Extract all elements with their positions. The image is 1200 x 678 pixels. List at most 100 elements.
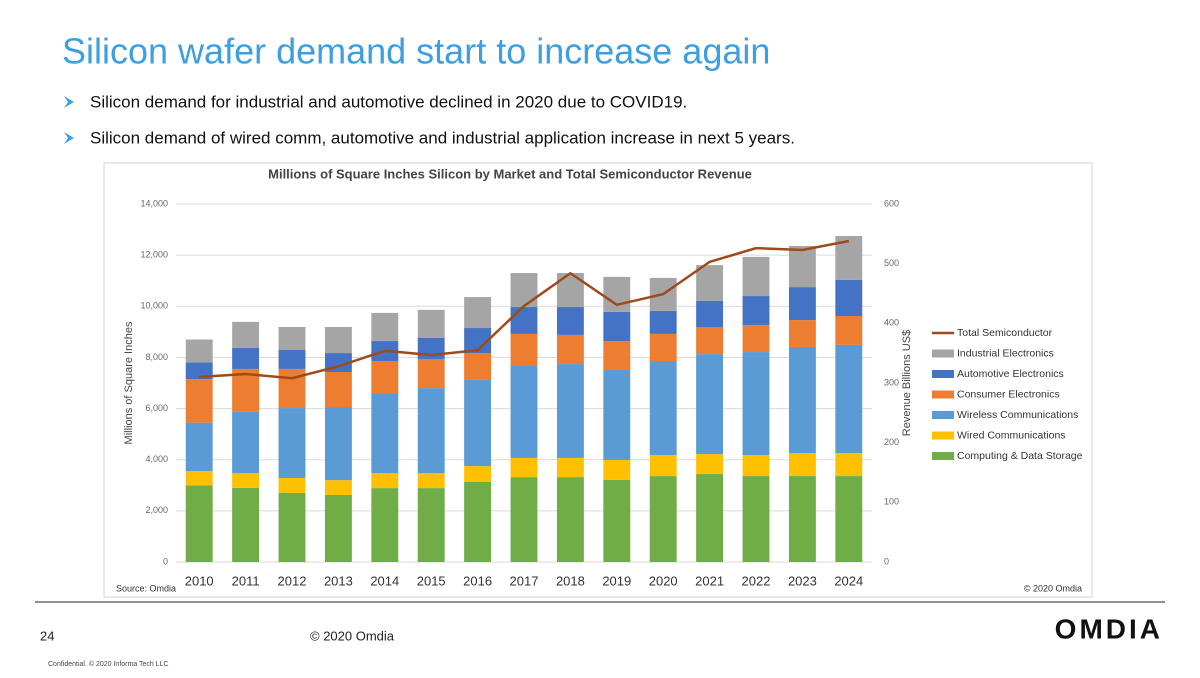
bar-segment	[696, 454, 724, 475]
y-tick-label: 4,000	[145, 454, 168, 464]
bar-segment	[371, 393, 399, 474]
y2-axis-label: Revenue Billions US$	[901, 330, 913, 436]
bar-segment	[185, 485, 213, 562]
bar-segment	[603, 479, 631, 562]
legend-swatch	[932, 411, 954, 419]
legend-label: Computing & Data Storage	[957, 450, 1083, 462]
chart-title: Millions of Square Inches Silicon by Mar…	[268, 166, 752, 181]
y2-tick-label: 600	[884, 198, 899, 208]
bar-segment	[835, 344, 863, 454]
bar-segment	[417, 473, 445, 489]
slide-title: Silicon wafer demand start to increase a…	[62, 31, 770, 72]
bar-segment	[835, 453, 863, 477]
bar-segment	[464, 466, 492, 482]
legend-swatch	[932, 349, 954, 358]
bar-segment	[603, 369, 631, 460]
legend-swatch	[932, 370, 954, 378]
x-tick-label: 2024	[834, 573, 863, 588]
source: Source: Omdia	[116, 583, 176, 593]
x-tick-label: 2010	[185, 573, 214, 588]
bar-segment	[835, 316, 863, 345]
bar-segment	[742, 296, 770, 325]
bar-segment	[278, 326, 306, 351]
bar-segment	[788, 346, 816, 454]
bar-segment	[324, 326, 352, 354]
y2-tick-label: 500	[884, 258, 899, 268]
chart-copyright: © 2020 Omdia	[1024, 583, 1082, 593]
bar-segment	[371, 488, 399, 562]
bar-segment	[603, 341, 631, 370]
bar-segment	[696, 326, 724, 355]
legend-label: Wireless Communications	[957, 409, 1078, 421]
bar-segment	[556, 457, 584, 478]
x-tick-label: 2012	[278, 573, 307, 588]
bar-segment	[510, 307, 538, 334]
bar-segment	[696, 474, 724, 562]
x-tick-label: 2014	[370, 573, 399, 588]
bar-segment	[278, 350, 306, 369]
bar-segment	[278, 477, 306, 493]
bar-segment	[324, 372, 352, 408]
y2-tick-label: 200	[884, 437, 899, 447]
bar-segment	[324, 480, 352, 496]
page-number: 24	[40, 628, 54, 643]
y2-tick-label: 300	[884, 377, 899, 387]
bar-segment	[324, 495, 352, 562]
y2-tick-label: 0	[884, 556, 889, 566]
bullet-marker	[64, 132, 74, 144]
bar-segment	[649, 476, 677, 562]
bullet: Silicon demand of wired comm, automotive…	[90, 128, 795, 147]
legend-label: Wired Communications	[957, 429, 1066, 441]
bullet-marker	[64, 96, 74, 108]
legend-label: Industrial Electronics	[957, 347, 1054, 359]
bar-segment	[603, 311, 631, 342]
bar-segment	[417, 488, 445, 562]
bar-segment	[788, 476, 816, 562]
bar-segment	[742, 476, 770, 562]
y-tick-label: 14,000	[140, 198, 168, 208]
legend-label: Total Semiconductor	[957, 327, 1053, 339]
y-tick-label: 10,000	[140, 301, 168, 311]
legend-swatch	[932, 452, 954, 460]
bar-segment	[371, 361, 399, 394]
x-tick-label: 2021	[695, 573, 724, 588]
x-tick-label: 2023	[788, 573, 817, 588]
bar-segment	[788, 245, 816, 288]
x-tick-label: 2011	[232, 573, 260, 588]
bar-segment	[371, 312, 399, 342]
line-series	[199, 239, 850, 380]
bar-segment	[556, 364, 584, 458]
bar-segment	[417, 309, 445, 338]
x-tick-label: 2016	[463, 573, 492, 588]
bar-segment	[603, 276, 631, 312]
bar-segment	[371, 473, 399, 489]
bar-segment	[464, 379, 492, 467]
bar-segment	[510, 273, 538, 308]
legend-label: Consumer Electronics	[957, 388, 1060, 400]
x-tick-label: 2022	[742, 573, 771, 588]
bar-segment	[742, 352, 770, 456]
bar-segment	[510, 477, 538, 562]
bar-segment	[696, 300, 724, 327]
bar-segment	[464, 297, 492, 329]
bar-segment	[232, 473, 260, 488]
bar-segment	[556, 477, 584, 562]
bar-segment	[232, 321, 260, 348]
y-tick-label: 6,000	[145, 403, 168, 413]
x-tick-label: 2013	[324, 573, 353, 588]
bar-segment	[835, 279, 863, 317]
bar-segment	[185, 422, 213, 472]
bar-segment	[835, 476, 863, 562]
bar-segment	[742, 256, 770, 297]
bar-segment	[556, 307, 584, 335]
bar-segment	[742, 324, 770, 353]
bar-segment	[232, 347, 260, 369]
y-tick-label: 2,000	[145, 505, 168, 515]
bar-segment	[788, 287, 816, 321]
bar-segment	[649, 310, 677, 334]
bar-segment	[185, 339, 213, 363]
bar-segment	[232, 487, 260, 562]
bar-segment	[649, 361, 677, 456]
bar-segment	[788, 453, 816, 477]
